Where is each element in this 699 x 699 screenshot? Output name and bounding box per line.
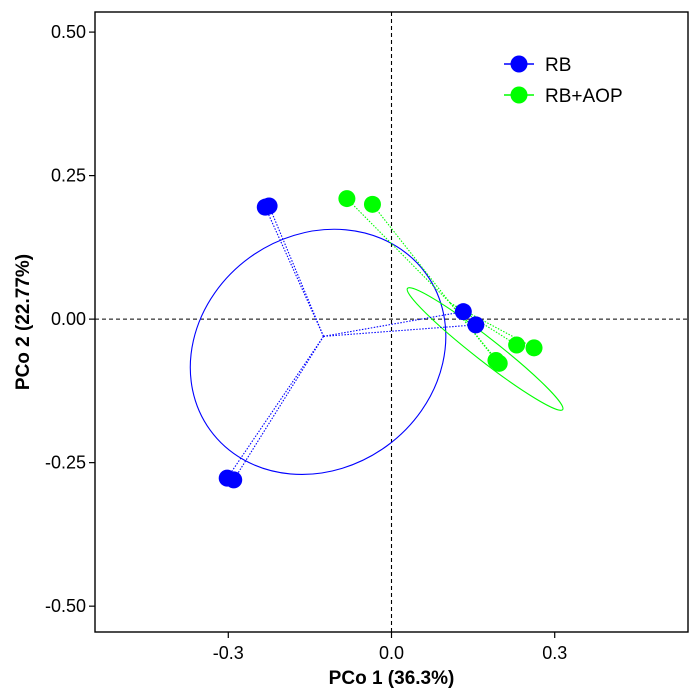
point-series-0 bbox=[260, 197, 278, 215]
legend-label: RB+AOP bbox=[545, 86, 623, 107]
spider-line-series-0 bbox=[323, 311, 464, 337]
data-points bbox=[218, 190, 543, 489]
y-tick-label: 0.50 bbox=[51, 22, 86, 42]
spider-line-series-1 bbox=[346, 198, 451, 304]
y-axis-title: PCo 2 (22.77%) bbox=[13, 254, 34, 390]
point-series-1 bbox=[508, 336, 526, 354]
y-tick-label: -0.25 bbox=[45, 453, 86, 473]
point-series-0 bbox=[225, 471, 243, 489]
point-series-1 bbox=[338, 190, 356, 208]
point-series-1 bbox=[525, 339, 543, 357]
confidence-ellipses bbox=[189, 228, 564, 475]
spider-line-series-0 bbox=[264, 206, 324, 337]
spider-line-series-0 bbox=[233, 336, 324, 481]
legend-label: RB bbox=[545, 55, 571, 76]
point-series-1 bbox=[490, 354, 508, 372]
point-series-1 bbox=[363, 195, 381, 213]
x-axis-title: PCo 1 (36.3%) bbox=[329, 668, 455, 689]
y-tick-label: 0.00 bbox=[51, 309, 86, 329]
point-series-0 bbox=[467, 316, 485, 334]
reference-lines bbox=[95, 12, 688, 632]
y-tick-label: 0.25 bbox=[51, 166, 86, 186]
spider-line-series-0 bbox=[323, 324, 476, 337]
legend-key-marker bbox=[510, 55, 528, 73]
spider-line-series-0 bbox=[268, 205, 325, 337]
x-tick-label: -0.3 bbox=[213, 643, 244, 663]
y-tick-label: -0.50 bbox=[45, 596, 86, 616]
point-series-0 bbox=[454, 303, 472, 321]
legend: RB RB+AOP bbox=[504, 55, 623, 107]
legend-key-marker bbox=[510, 86, 528, 104]
x-tick-label: 0.3 bbox=[542, 643, 567, 663]
axis-ticks: -0.3 0.0 0.3 0.50 0.25 0.00 -0.25 -0.50 bbox=[45, 22, 567, 663]
ellipse-series-0 bbox=[189, 228, 447, 475]
x-tick-label: 0.0 bbox=[379, 643, 404, 663]
ellipse-series-1 bbox=[406, 287, 564, 411]
